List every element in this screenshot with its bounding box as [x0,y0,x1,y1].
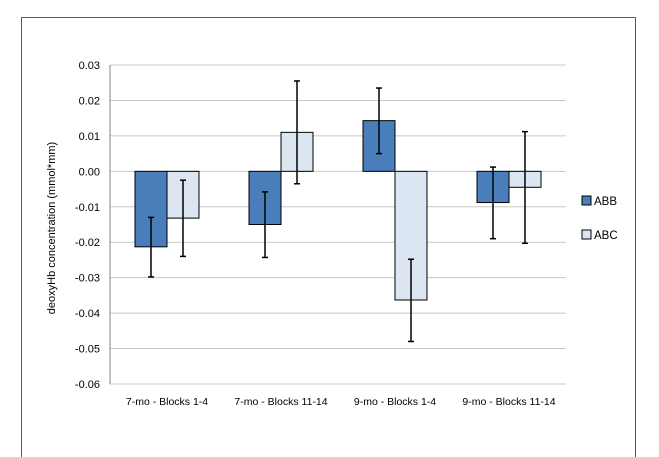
x-category-label: 7-mo - Blocks 1-4 [126,396,208,408]
bar-chart: 0.03 0.02 0.01 0.00 -0.01 -0.02 -0.03 -0.04 -0.0… [46,60,618,408]
y-tick-label: -0.06 [75,379,100,391]
legend-label-abc: ABC [594,230,618,242]
x-category-label: 7-mo - Blocks 11-14 [234,396,327,408]
y-tick-label: -0.01 [75,202,100,214]
y-tick-label: 0.00 [79,166,100,178]
y-tick-label: -0.05 [75,344,100,356]
x-category-label: 9-mo - Blocks 11-14 [462,396,555,408]
y-tick-label: 0.01 [79,131,100,143]
y-axis-ticks: 0.03 0.02 0.01 0.00 -0.01 -0.02 -0.03 -0.04 -0.0… [75,60,100,391]
x-category-label: 9-mo - Blocks 1-4 [354,396,436,408]
x-axis-labels: 7-mo - Blocks 1-4 7-mo - Blocks 11-14 9-mo… [126,396,556,408]
error-bars [148,80,528,343]
y-tick-label: 0.03 [79,60,100,72]
y-tick-label: -0.03 [75,273,100,285]
y-tick-label: 0.02 [79,95,100,107]
gridlines [109,64,566,385]
legend-label-abb: ABB [594,196,617,208]
legend: ABB ABC [581,195,618,242]
legend-swatch-abb [581,195,592,206]
legend-swatch-abc [581,229,592,240]
chart-frame: 0.03 0.02 0.01 0.00 -0.01 -0.02 -0.03 -0.04 -0.0… [21,17,636,457]
bars [134,120,542,301]
y-tick-label: -0.04 [75,308,100,320]
y-tick-label: -0.02 [75,237,100,249]
y-axis-title: deoxyHb concentration (mmol*mm) [46,142,58,314]
